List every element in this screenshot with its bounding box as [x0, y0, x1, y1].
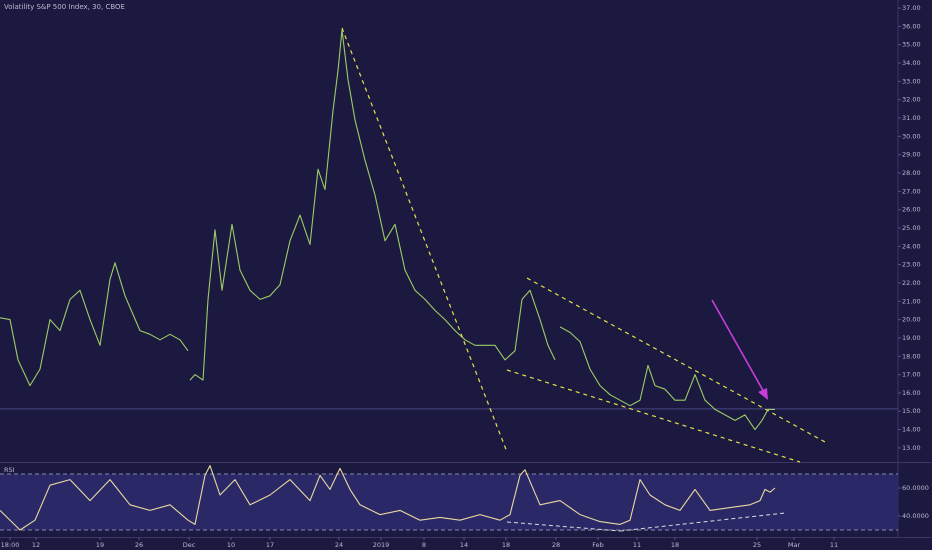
x-tick-label: 10: [227, 541, 235, 549]
arrow-head: [758, 388, 768, 400]
y-tick-label: 15.00: [902, 407, 921, 415]
x-tick-label: 26: [135, 541, 143, 549]
x-tick-label: Dec: [183, 541, 196, 549]
x-tick-label: 25: [753, 541, 761, 549]
x-tick-label: 11: [830, 541, 838, 549]
y-tick-label: 16.00: [902, 389, 921, 397]
y-tick-label: 14.00: [902, 426, 921, 434]
y-tick-label: 21.00: [902, 297, 921, 305]
y-tick-label: 28.00: [902, 169, 921, 177]
rsi-title: RSI: [4, 466, 15, 474]
x-tick-label: 18:00: [1, 541, 20, 549]
y-tick-label: 34.00: [902, 59, 921, 67]
annotations: [341, 27, 826, 532]
y-tick-label: 24.00: [902, 242, 921, 250]
y-tick-label: 36.00: [902, 22, 921, 30]
y-tick-label: 40.0000: [902, 512, 929, 520]
x-tick-label: 17: [266, 541, 274, 549]
chart-title: Volatility S&P 500 Index, 30, CBOE: [4, 3, 125, 11]
x-tick-label: 18: [502, 541, 510, 549]
rsi-band: [0, 474, 898, 531]
y-tick-label: 29.00: [902, 151, 921, 159]
y-tick-label: 27.00: [902, 187, 921, 195]
x-tick-label: 2019: [373, 541, 390, 549]
x-tick-label: 11: [633, 541, 641, 549]
x-tick-label: Mar: [788, 541, 801, 549]
x-tick-label: 18: [671, 541, 679, 549]
x-tick-label: Feb: [592, 541, 604, 549]
x-tick-label: 14: [460, 541, 468, 549]
y-tick-label: 31.00: [902, 114, 921, 122]
trendline: [506, 369, 801, 463]
x-tick-label: 28: [552, 541, 560, 549]
y-tick-label: 23.00: [902, 261, 921, 269]
y-tick-label: 35.00: [902, 41, 921, 49]
y-tick-label: 17.00: [902, 371, 921, 379]
y-tick-label: 60.0000: [902, 484, 929, 492]
y-tick-label: 25.00: [902, 224, 921, 232]
y-tick-label: 22.00: [902, 279, 921, 287]
y-tick-label: 33.00: [902, 77, 921, 85]
arrow: [711, 299, 766, 395]
series-line: [0, 29, 775, 431]
y-tick-label: 37.00: [902, 4, 921, 12]
y-tick-label: 13.00: [902, 444, 921, 452]
y-tick-label: 32.00: [902, 96, 921, 104]
x-tick-label: 19: [96, 541, 104, 549]
rsi-trendline: [506, 521, 621, 532]
x-tick-label: 12: [32, 541, 40, 549]
y-tick-label: 26.00: [902, 206, 921, 214]
trendline: [526, 277, 826, 443]
y-tick-label: 30.00: [902, 132, 921, 140]
y-tick-label: 20.00: [902, 316, 921, 324]
x-tick-label: 8: [422, 541, 426, 549]
x-tick-label: 24: [335, 541, 343, 549]
trendline: [341, 27, 508, 453]
y-tick-label: 19.00: [902, 334, 921, 342]
y-tick-label: 18.00: [902, 352, 921, 360]
series-line: [0, 465, 776, 531]
